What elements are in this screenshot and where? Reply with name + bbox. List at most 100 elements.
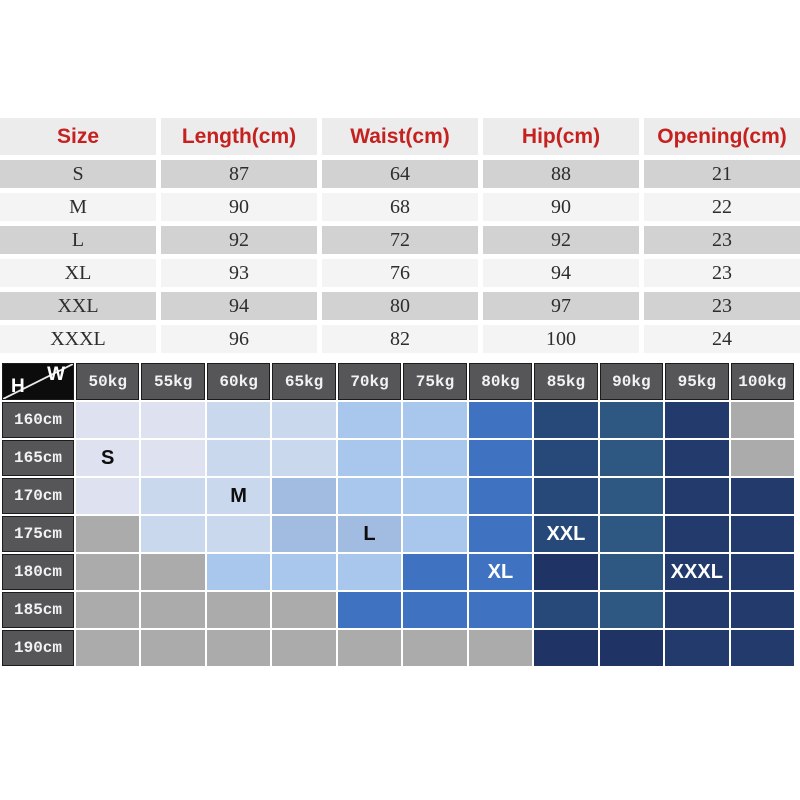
size-table-value-cell: 87	[161, 160, 317, 188]
matrix-cell	[76, 630, 140, 666]
size-table-value-cell: 22	[644, 193, 800, 221]
size-table-size-cell: XXL	[0, 292, 156, 320]
matrix-cell	[599, 402, 664, 438]
matrix-height-header: 185cm	[2, 592, 74, 628]
matrix-cell	[403, 592, 467, 628]
matrix-size-label-cell: M	[206, 478, 271, 514]
matrix-weight-header: 65kg	[272, 363, 336, 400]
size-table-value-cell: 64	[322, 160, 478, 188]
height-weight-size-matrix: W H 50kg 55kg 60kg 65kg 70kg 75kg 80kg 85kg 90kg…	[2, 363, 794, 666]
matrix-cell	[534, 592, 598, 628]
matrix-weight-header: 60kg	[206, 363, 271, 400]
matrix-cell	[141, 402, 205, 438]
size-table-value-cell: 90	[161, 193, 317, 221]
matrix-cell	[141, 592, 205, 628]
matrix-cell	[76, 478, 140, 514]
matrix-cell	[599, 516, 664, 552]
size-table-value-cell: 90	[483, 193, 639, 221]
size-table-value-cell: 88	[483, 160, 639, 188]
matrix-cell	[730, 554, 794, 590]
matrix-cell	[76, 554, 140, 590]
size-table-size-cell: S	[0, 160, 156, 188]
size-table-value-cell: 21	[644, 160, 800, 188]
size-table-value-cell: 92	[483, 226, 639, 254]
matrix-cell	[665, 592, 729, 628]
matrix-cell	[76, 402, 140, 438]
matrix-size-label-cell: XL	[468, 554, 533, 590]
matrix-cell	[730, 516, 794, 552]
matrix-cell	[730, 630, 794, 666]
matrix-cell	[141, 630, 205, 666]
matrix-cell	[403, 630, 467, 666]
matrix-weight-header: 50kg	[76, 363, 140, 400]
matrix-corner-cell: W H	[2, 363, 74, 400]
matrix-cell	[534, 630, 598, 666]
matrix-cell	[730, 478, 794, 514]
matrix-weight-header: 90kg	[599, 363, 664, 400]
matrix-cell	[665, 630, 729, 666]
matrix-cell	[337, 554, 402, 590]
matrix-cell	[468, 516, 533, 552]
size-table-value-cell: 93	[161, 259, 317, 287]
matrix-cell	[206, 630, 271, 666]
size-table-value-cell: 92	[161, 226, 317, 254]
matrix-cell	[272, 440, 336, 476]
matrix-cell	[272, 478, 336, 514]
matrix-cell	[665, 402, 729, 438]
matrix-weight-header: 80kg	[468, 363, 533, 400]
matrix-cell	[141, 516, 205, 552]
size-table-value-cell: 23	[644, 292, 800, 320]
matrix-cell	[665, 516, 729, 552]
matrix-cell	[534, 478, 598, 514]
size-table-value-cell: 80	[322, 292, 478, 320]
size-table-header-cell: Waist(cm)	[322, 118, 478, 155]
size-table-size-cell: M	[0, 193, 156, 221]
corner-height-label: H	[11, 376, 25, 397]
matrix-cell	[599, 440, 664, 476]
matrix-weight-header: 75kg	[403, 363, 467, 400]
matrix-cell	[272, 516, 336, 552]
matrix-cell	[403, 402, 467, 438]
matrix-cell	[76, 516, 140, 552]
size-table-header-cell: Length(cm)	[161, 118, 317, 155]
matrix-cell	[665, 478, 729, 514]
matrix-cell	[272, 554, 336, 590]
matrix-cell	[141, 440, 205, 476]
matrix-cell	[272, 402, 336, 438]
matrix-cell	[206, 402, 271, 438]
size-table-header-cell: Hip(cm)	[483, 118, 639, 155]
matrix-cell	[599, 554, 664, 590]
matrix-size-label-cell: S	[76, 440, 140, 476]
matrix-cell	[534, 440, 598, 476]
size-table-value-cell: 100	[483, 325, 639, 353]
matrix-cell	[337, 592, 402, 628]
matrix-weight-header: 95kg	[665, 363, 729, 400]
size-table-value-cell: 23	[644, 259, 800, 287]
matrix-cell	[403, 440, 467, 476]
matrix-cell	[272, 592, 336, 628]
matrix-size-label-cell: XXL	[534, 516, 598, 552]
matrix-weight-header: 55kg	[141, 363, 205, 400]
matrix-cell	[141, 554, 205, 590]
matrix-cell	[337, 402, 402, 438]
matrix-cell	[403, 478, 467, 514]
matrix-cell	[206, 516, 271, 552]
corner-weight-label: W	[47, 364, 65, 385]
size-table-size-cell: XL	[0, 259, 156, 287]
matrix-cell	[76, 592, 140, 628]
matrix-cell	[206, 554, 271, 590]
matrix-cell	[272, 630, 336, 666]
matrix-cell	[599, 630, 664, 666]
matrix-cell	[730, 440, 794, 476]
matrix-height-header: 165cm	[2, 440, 74, 476]
size-table-value-cell: 72	[322, 226, 478, 254]
size-table-value-cell: 94	[483, 259, 639, 287]
size-table-value-cell: 23	[644, 226, 800, 254]
matrix-cell	[141, 478, 205, 514]
matrix-cell	[534, 554, 598, 590]
size-table-value-cell: 76	[322, 259, 478, 287]
size-table-size-cell: XXXL	[0, 325, 156, 353]
matrix-height-header: 190cm	[2, 630, 74, 666]
size-table-value-cell: 82	[322, 325, 478, 353]
matrix-cell	[468, 440, 533, 476]
